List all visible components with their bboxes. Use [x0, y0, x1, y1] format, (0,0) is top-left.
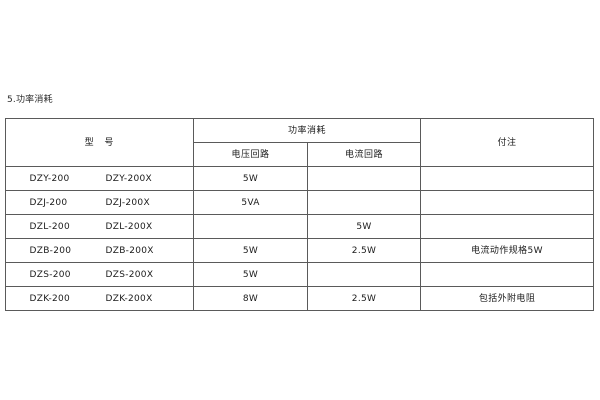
model-name-variant: DZK-200X — [105, 293, 153, 304]
cell-current-circuit: 5W — [306, 214, 422, 239]
cell-note — [420, 190, 595, 215]
model-name-variant: DZJ-200X — [105, 197, 150, 208]
table-row: DZY-200 DZY-200X 5W — [5, 166, 595, 191]
table-row: DZJ-200 DZJ-200X 5VA — [5, 190, 595, 215]
table-row: DZS-200 DZS-200X 5W — [5, 262, 595, 287]
header-row-primary: 型 号 功率消耗 付注 — [5, 118, 595, 167]
cell-voltage-circuit: 5W — [193, 262, 308, 287]
table-header: 型 号 功率消耗 付注 电压回路 电流回路 — [5, 118, 595, 167]
cell-current-circuit — [306, 166, 422, 191]
table-body: DZY-200 DZY-200X 5W DZJ-200 DZJ-200X — [5, 166, 595, 311]
power-consumption-table: 型 号 功率消耗 付注 电压回路 电流回路 DZY-200 DZY-200X — [5, 118, 595, 311]
cell-note — [420, 214, 595, 239]
model-pair: DZJ-200 DZJ-200X — [7, 192, 193, 214]
table-row: DZB-200 DZB-200X 5W 2.5W 电流动作规格5W — [5, 238, 595, 263]
cell-voltage-circuit: 5W — [193, 166, 308, 191]
cell-note — [420, 166, 595, 191]
model-name-primary: DZJ-200 — [29, 197, 68, 208]
cell-note: 包括外附电阻 — [420, 286, 595, 311]
model-pair: DZL-200 DZL-200X — [7, 216, 193, 238]
cell-current-circuit: 2.5W — [306, 238, 422, 263]
model-name-primary: DZB-200 — [29, 245, 72, 256]
model-name-variant: DZY-200X — [105, 173, 153, 184]
model-pair: DZB-200 DZB-200X — [7, 240, 193, 262]
column-header-power-consumption: 功率消耗 — [192, 118, 422, 143]
model-name-primary: DZY-200 — [29, 173, 70, 184]
table-row: DZK-200 DZK-200X 8W 2.5W 包括外附电阻 — [5, 286, 595, 311]
cell-model: DZL-200 DZL-200X — [5, 214, 194, 239]
model-pair: DZY-200 DZY-200X — [7, 168, 193, 190]
column-header-current-circuit: 电流回路 — [306, 142, 422, 167]
cell-current-circuit — [306, 190, 422, 215]
cell-voltage-circuit: 5VA — [193, 190, 308, 215]
model-name-primary: DZK-200 — [29, 293, 71, 304]
model-name-variant: DZS-200X — [105, 269, 154, 280]
column-header-model-label: 型 号 — [84, 137, 118, 148]
model-name-variant: DZB-200X — [105, 245, 154, 256]
model-pair: DZS-200 DZS-200X — [7, 264, 193, 286]
cell-current-circuit: 2.5W — [306, 286, 422, 311]
column-header-note: 付注 — [420, 118, 595, 167]
model-pair: DZK-200 DZK-200X — [7, 288, 193, 310]
table-row: DZL-200 DZL-200X 5W — [5, 214, 595, 239]
column-header-voltage-circuit: 电压回路 — [193, 142, 308, 167]
model-name-primary: DZS-200 — [29, 269, 71, 280]
section-heading: 5.功率消耗 — [7, 95, 53, 105]
cell-note — [420, 262, 595, 287]
power-consumption-table-container: 型 号 功率消耗 付注 电压回路 电流回路 DZY-200 DZY-200X — [5, 118, 595, 311]
cell-voltage-circuit: 5W — [193, 238, 308, 263]
cell-model: DZY-200 DZY-200X — [5, 166, 194, 191]
column-header-model: 型 号 — [5, 118, 194, 167]
model-name-primary: DZL-200 — [29, 221, 70, 232]
model-name-variant: DZL-200X — [105, 221, 153, 232]
cell-model: DZS-200 DZS-200X — [5, 262, 194, 287]
cell-model: DZB-200 DZB-200X — [5, 238, 194, 263]
cell-current-circuit — [306, 262, 422, 287]
cell-voltage-circuit: 8W — [193, 286, 308, 311]
cell-model: DZK-200 DZK-200X — [5, 286, 194, 311]
cell-voltage-circuit — [193, 214, 308, 239]
cell-note: 电流动作规格5W — [420, 238, 595, 263]
cell-model: DZJ-200 DZJ-200X — [5, 190, 194, 215]
